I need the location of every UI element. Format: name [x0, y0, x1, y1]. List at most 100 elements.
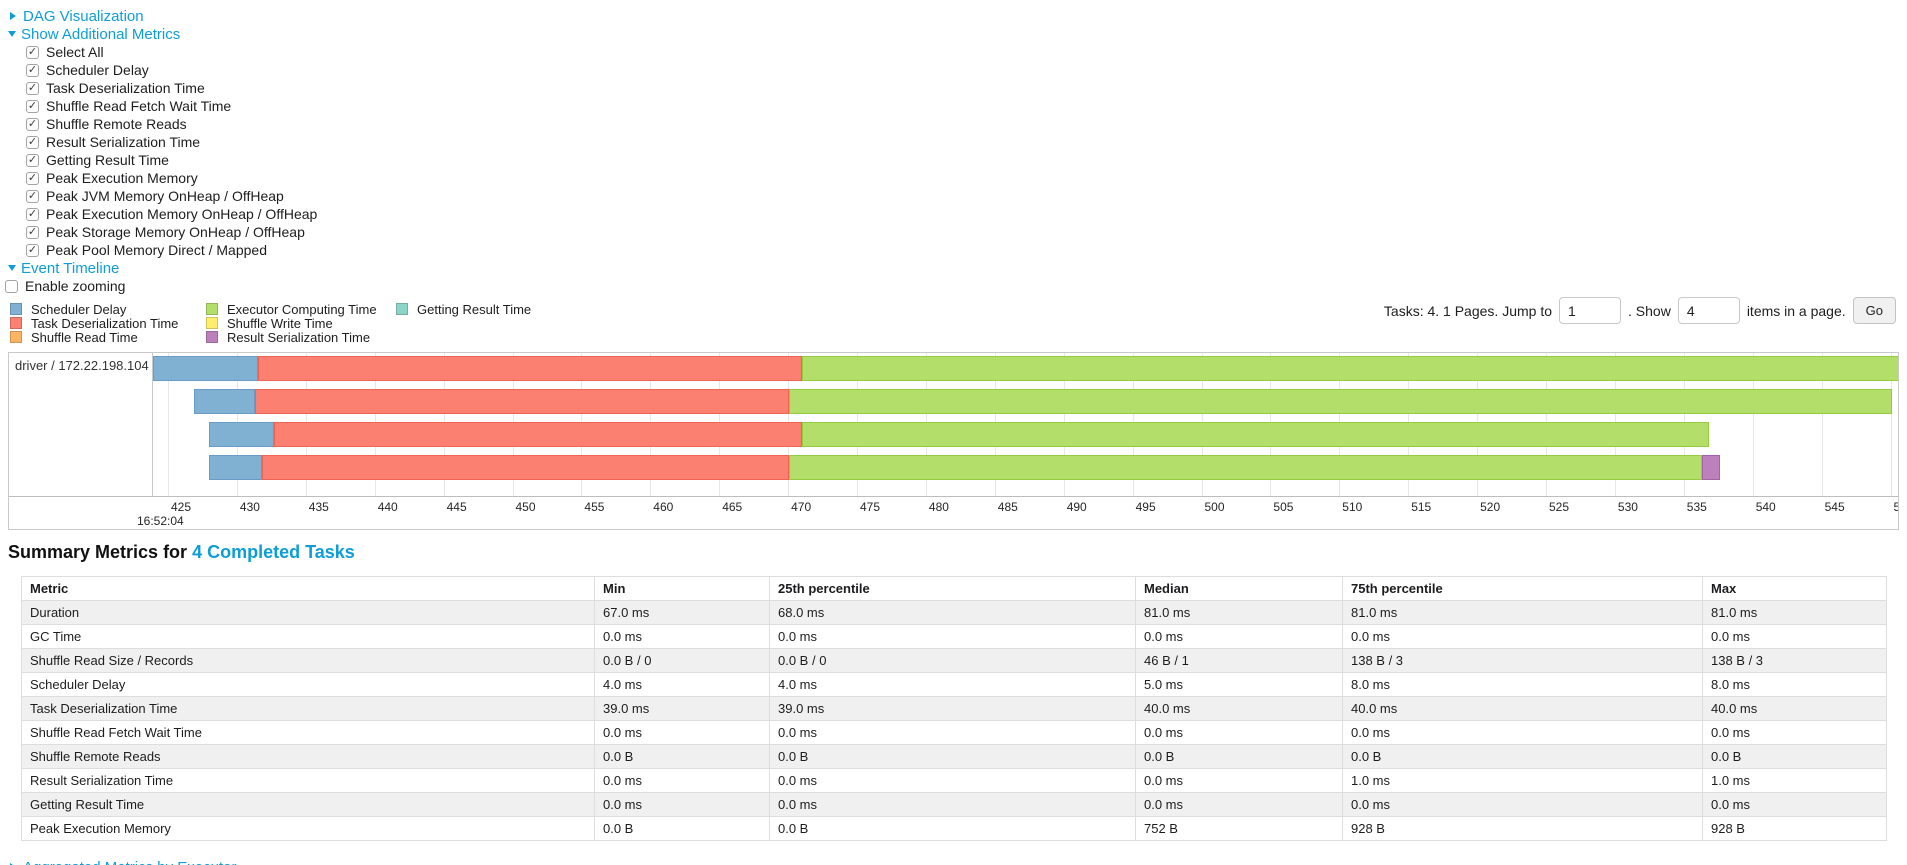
summary-cell: 0.0 ms: [1342, 792, 1703, 817]
legend-item: Task Deserialization Time: [10, 315, 206, 331]
summary-cell: 0.0 ms: [1135, 768, 1343, 793]
metric-checkbox-row[interactable]: ✓ Task Deserialization Time: [26, 79, 317, 97]
summary-cell: 752 B: [1135, 816, 1343, 841]
show-additional-metrics-toggle[interactable]: Show Additional Metrics: [8, 25, 317, 43]
axis-tick-label: 450: [515, 500, 536, 514]
axis-tick-label: 440: [377, 500, 398, 514]
summary-column-header: Min: [594, 576, 770, 601]
aggregated-metrics-label: Aggregated Metrics by Executor: [23, 859, 236, 865]
collapsed-arrow-icon: [10, 12, 16, 20]
axis-tick-label: 460: [653, 500, 674, 514]
axis-tick-label: 445: [446, 500, 467, 514]
collapsed-arrow-icon: [10, 863, 16, 865]
task-bar-task-deserialization[interactable]: [274, 422, 802, 447]
summary-column-header: Max: [1702, 576, 1887, 601]
checkbox-checked-icon[interactable]: ✓: [26, 99, 39, 113]
jump-to-page-input[interactable]: [1559, 297, 1621, 324]
checkbox-checked-icon[interactable]: ✓: [26, 225, 39, 239]
checkbox-checked-icon[interactable]: ✓: [26, 135, 39, 149]
timeline-legend: Scheduler Delay Task Deserialization Time…: [10, 302, 531, 345]
legend-swatch: [10, 303, 22, 315]
summary-table-row: Shuffle Read Fetch Wait Time 0.0 ms 0.0 ms…: [21, 720, 1887, 745]
summary-cell: 0.0 B / 0: [594, 648, 770, 673]
summary-cell: 0.0 ms: [1342, 624, 1703, 649]
summary-cell: Duration: [21, 600, 595, 625]
task-bar-result-serialization[interactable]: [1701, 455, 1720, 480]
summary-cell: 0.0 ms: [594, 624, 770, 649]
summary-cell: Shuffle Read Fetch Wait Time: [21, 720, 595, 745]
summary-cell: 138 B / 3: [1342, 648, 1703, 673]
metric-checkbox-row[interactable]: ✓ Getting Result Time: [26, 151, 317, 169]
axis-tick-label: 480: [928, 500, 949, 514]
task-bar-task-deserialization[interactable]: [257, 356, 802, 381]
summary-cell: 0.0 ms: [769, 768, 1136, 793]
gridline: [1752, 353, 1754, 496]
task-bar-scheduler-delay[interactable]: [209, 455, 262, 480]
metric-checkbox-row[interactable]: ✓ Shuffle Read Fetch Wait Time: [26, 97, 317, 115]
summary-cell: 81.0 ms: [1342, 600, 1703, 625]
enable-zooming-checkbox-row[interactable]: Enable zooming: [5, 277, 317, 295]
legend-item: Getting Result Time: [396, 302, 531, 317]
metric-checkbox-label: Task Deserialization Time: [46, 80, 205, 96]
summary-cell: 0.0 B: [594, 816, 770, 841]
completed-tasks-link[interactable]: 4 Completed Tasks: [192, 542, 355, 562]
go-button[interactable]: Go: [1852, 297, 1896, 324]
metric-checkbox-row[interactable]: ✓ Peak Execution Memory: [26, 169, 317, 187]
summary-cell: 5.0 ms: [1135, 672, 1343, 697]
task-bar-scheduler-delay[interactable]: [209, 422, 275, 447]
checkbox-checked-icon[interactable]: ✓: [26, 153, 39, 167]
dag-visualization-toggle[interactable]: DAG Visualization: [8, 7, 317, 25]
summary-table-row: Shuffle Read Size / Records 0.0 B / 0 0.0 …: [21, 648, 1887, 673]
task-bar-task-deserialization[interactable]: [261, 455, 790, 480]
axis-tick-label: 495: [1135, 500, 1156, 514]
axis-tick-label: 505: [1273, 500, 1294, 514]
summary-table-row: Duration 67.0 ms 68.0 ms 81.0 ms 81.0 ms 81.0…: [21, 600, 1887, 625]
axis-tick-label: 550: [1893, 500, 1899, 514]
summary-table-row: Result Serialization Time 0.0 ms 0.0 ms 0.0…: [21, 768, 1887, 793]
checkbox-checked-icon[interactable]: ✓: [26, 171, 39, 185]
summary-column-header: 25th percentile: [769, 576, 1136, 601]
metric-checkbox-row[interactable]: ✓ Select All: [26, 43, 317, 61]
metric-checkbox-row[interactable]: ✓ Shuffle Remote Reads: [26, 115, 317, 133]
task-bar-scheduler-delay[interactable]: [153, 356, 258, 381]
checkbox-checked-icon[interactable]: ✓: [26, 117, 39, 131]
aggregated-metrics-toggle[interactable]: Aggregated Metrics by Executor: [8, 858, 236, 865]
checkbox-checked-icon[interactable]: ✓: [26, 189, 39, 203]
summary-column-header: Median: [1135, 576, 1343, 601]
summary-cell: Result Serialization Time: [21, 768, 595, 793]
summary-metrics-table: Metric Min 25th percentile Median 75th perce…: [21, 576, 1887, 841]
checkbox-checked-icon[interactable]: ✓: [26, 81, 39, 95]
metric-checkbox-row[interactable]: ✓ Peak JVM Memory OnHeap / OffHeap: [26, 187, 317, 205]
summary-cell: 67.0 ms: [594, 600, 770, 625]
checkbox-unchecked-icon[interactable]: [5, 279, 18, 293]
checkbox-checked-icon[interactable]: ✓: [26, 63, 39, 77]
summary-cell: 39.0 ms: [594, 696, 770, 721]
metric-checkbox-row[interactable]: ✓ Peak Execution Memory OnHeap / OffHeap: [26, 205, 317, 223]
axis-tick-label: 470: [791, 500, 812, 514]
stage-controls: DAG Visualization Show Additional Metric…: [5, 7, 317, 295]
metric-checkbox-label: Peak Pool Memory Direct / Mapped: [46, 242, 267, 258]
task-bar-executor-computing[interactable]: [801, 422, 1709, 447]
event-timeline-toggle[interactable]: Event Timeline: [8, 259, 317, 277]
metric-checkbox-row[interactable]: ✓ Result Serialization Time: [26, 133, 317, 151]
task-bar-executor-computing[interactable]: [789, 389, 1892, 414]
axis-tick-label: 540: [1755, 500, 1776, 514]
legend-label: Task Deserialization Time: [31, 315, 179, 331]
time-axis-line: [9, 496, 1898, 497]
metric-checkbox-row[interactable]: ✓ Peak Pool Memory Direct / Mapped: [26, 241, 317, 259]
checkbox-checked-icon[interactable]: ✓: [26, 207, 39, 221]
checkbox-checked-icon[interactable]: ✓: [26, 243, 39, 257]
task-bar-scheduler-delay[interactable]: [194, 389, 255, 414]
axis-tick-label: 510: [1342, 500, 1363, 514]
task-bar-task-deserialization[interactable]: [254, 389, 790, 414]
task-bar-executor-computing[interactable]: [789, 455, 1702, 480]
event-timeline-chart: driver / 172.22.198.104 425 430 435 440 445 4…: [8, 352, 1899, 530]
items-per-page-input[interactable]: [1677, 297, 1740, 324]
task-bar-executor-computing[interactable]: [801, 356, 1898, 381]
legend-item: Scheduler Delay: [10, 302, 206, 317]
summary-cell: 4.0 ms: [594, 672, 770, 697]
checkbox-checked-icon[interactable]: ✓: [26, 45, 39, 59]
metric-checkbox-row[interactable]: ✓ Peak Storage Memory OnHeap / OffHeap: [26, 223, 317, 241]
metric-checkbox-row[interactable]: ✓ Scheduler Delay: [26, 61, 317, 79]
gridline: [1890, 353, 1892, 496]
